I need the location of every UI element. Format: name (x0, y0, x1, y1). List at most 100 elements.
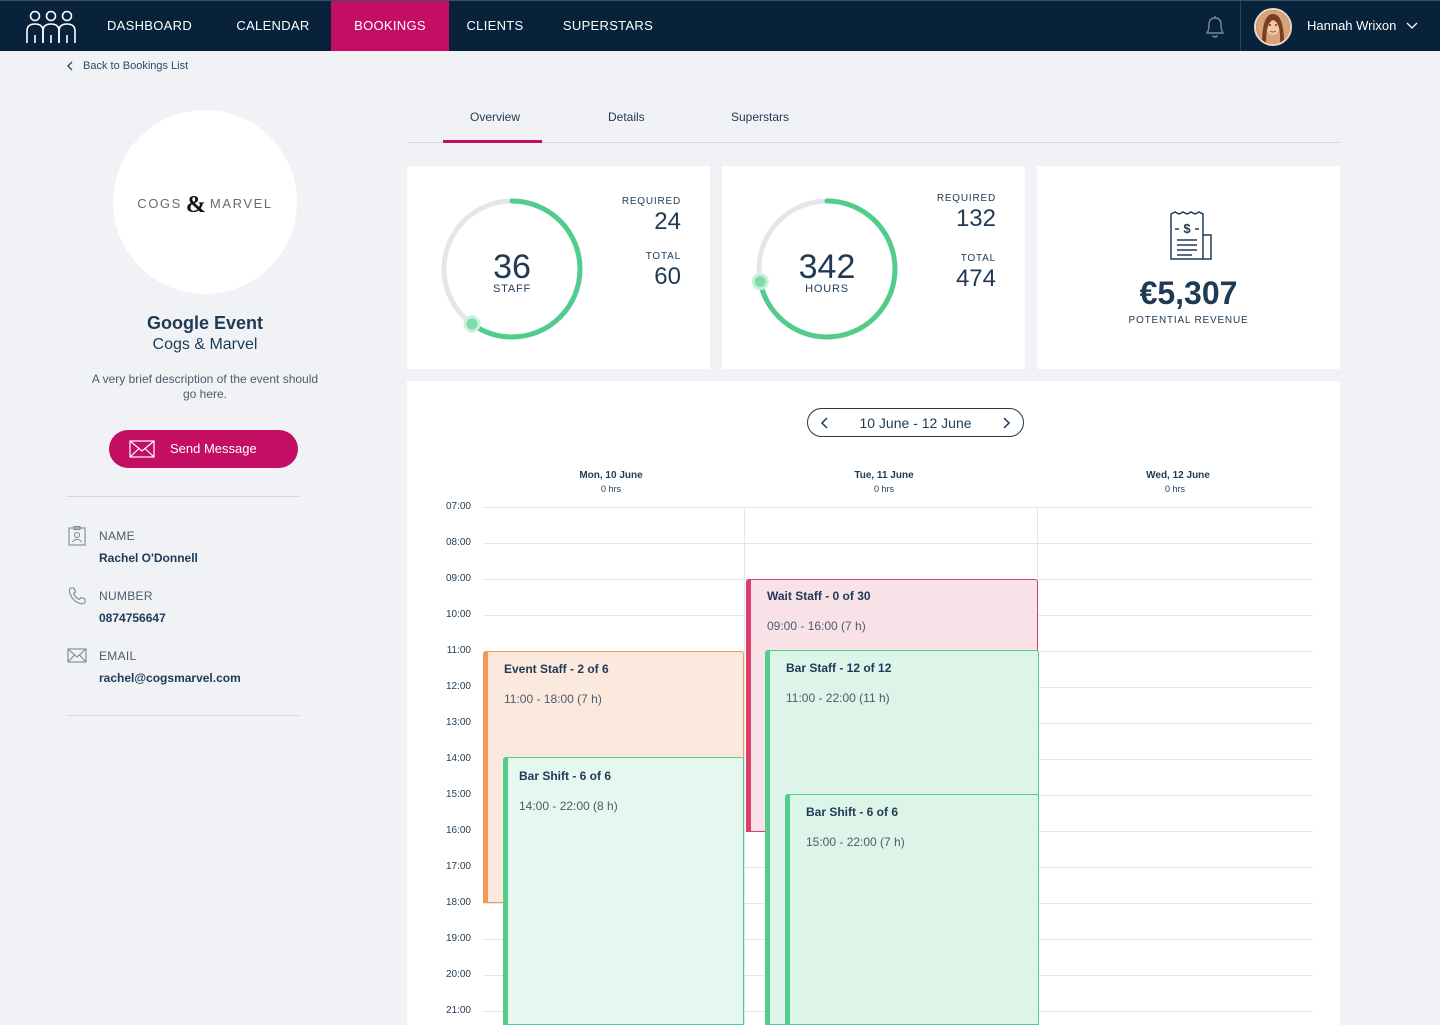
date-range-picker[interactable]: 10 June - 12 June (807, 408, 1024, 437)
hour-label: 15:00 (445, 789, 471, 800)
hour-label: 16:00 (445, 825, 471, 836)
contact-name-value: Rachel O'Donnell (99, 551, 198, 565)
divider (67, 715, 299, 716)
staff-total-value: 60 (654, 263, 681, 290)
day-hours: 0 hrs (873, 484, 894, 494)
hour-label: 11:00 (446, 645, 471, 656)
chevron-right-icon[interactable] (999, 416, 1013, 430)
staff-stat-card: 36 STAFF REQUIRED 24 TOTAL 60 (407, 166, 710, 369)
envelope-icon (129, 440, 155, 458)
bell-icon[interactable] (1202, 13, 1228, 41)
id-badge-icon (68, 526, 86, 546)
day-header: Mon, 10 June (579, 470, 643, 481)
hours-unit-label: HOURS (805, 283, 849, 295)
tabs-divider (407, 142, 1340, 143)
grid-line (484, 543, 1313, 544)
client-logo: COGS & MARVEL (113, 110, 297, 294)
back-link-label: Back to Bookings List (83, 60, 189, 72)
avatar[interactable] (1254, 8, 1292, 46)
hours-count: 342 (798, 248, 856, 286)
shift-time: 14:00 - 22:00 (8 h) (519, 799, 618, 813)
top-nav: DASHBOARD CALENDAR BOOKINGS CLIENTS SUPE… (0, 0, 1440, 51)
calendar-panel: 10 June - 12 June Mon, 10 June 0 hrs Tue… (407, 381, 1340, 1025)
hour-label: 19:00 (445, 933, 471, 944)
day-header: Wed, 12 June (1146, 470, 1210, 481)
nav-bookings[interactable]: BOOKINGS (331, 1, 449, 51)
hours-required-label: REQUIRED (936, 193, 996, 204)
active-tab-indicator (443, 140, 542, 143)
nav-dashboard[interactable]: DASHBOARD (106, 18, 193, 33)
send-message-label: Send Message (170, 441, 257, 456)
client-logo-amp: & (185, 192, 206, 218)
day-hours: 0 hrs (600, 484, 621, 494)
staff-total-label: TOTAL (645, 251, 681, 262)
nav-clients[interactable]: CLIENTS (466, 18, 524, 33)
client-logo-left: COGS (137, 196, 182, 211)
shift-time: 09:00 - 16:00 (7 h) (767, 619, 866, 633)
staff-progress-ring (441, 198, 583, 340)
shift-time: 11:00 - 18:00 (7 h) (504, 692, 602, 706)
back-to-bookings-link[interactable]: Back to Bookings List (66, 60, 188, 72)
contact-number-label: NUMBER (99, 589, 153, 603)
tab-overview[interactable]: Overview (470, 110, 521, 124)
svg-text:$: $ (1183, 221, 1191, 236)
staff-count: 36 (493, 248, 531, 286)
shift-block[interactable]: Bar Shift - 6 of 6 14:00 - 22:00 (8 h) (503, 757, 744, 1025)
shift-time: 15:00 - 22:00 (7 h) (806, 835, 905, 849)
day-hours: 0 hrs (1164, 484, 1185, 494)
event-title: Google Event (146, 313, 263, 333)
email-icon (67, 648, 87, 663)
hour-label: 09:00 (445, 573, 471, 584)
staff-unit-label: STAFF (492, 283, 531, 295)
hour-label: 10:00 (445, 609, 471, 620)
grid-line (484, 507, 1313, 508)
chevron-down-icon[interactable] (1406, 22, 1418, 30)
contact-number-value: 0874756647 (99, 611, 166, 625)
hour-label: 21:00 (445, 1005, 471, 1016)
hours-progress-ring (752, 198, 898, 340)
revenue-value: €5,307 (1139, 275, 1238, 311)
hour-label: 17:00 (445, 861, 471, 872)
hours-total-label: TOTAL (960, 253, 996, 264)
staff-required-value: 24 (654, 208, 681, 235)
nav-calendar[interactable]: CALENDAR (236, 18, 310, 33)
contact-name-label: NAME (99, 529, 135, 543)
tab-details[interactable]: Details (608, 110, 645, 124)
hour-label: 18:00 (445, 897, 471, 908)
revenue-label: POTENTIAL REVENUE (1128, 315, 1249, 326)
team-logo-icon[interactable] (24, 9, 78, 45)
send-message-button[interactable]: Send Message (109, 430, 298, 468)
event-client-name: Cogs & Marvel (152, 336, 258, 353)
receipt-icon: $ (1170, 211, 1212, 260)
phone-icon (68, 587, 86, 605)
shift-title: Bar Staff - 12 of 12 (786, 661, 892, 675)
shift-block[interactable]: Bar Shift - 6 of 6 15:00 - 22:00 (7 h) (785, 794, 1039, 1025)
divider (67, 496, 299, 497)
chevron-left-icon[interactable] (818, 416, 832, 430)
hour-label: 20:00 (445, 969, 471, 980)
contact-email-label: EMAIL (99, 649, 137, 663)
nav-superstars[interactable]: SUPERSTARS (562, 18, 654, 33)
contact-email-value[interactable]: rachel@cogsmarvel.com (99, 671, 241, 685)
client-logo-right: MARVEL (209, 196, 273, 211)
shift-time: 11:00 - 22:00 (11 h) (786, 691, 890, 705)
user-name[interactable]: Hannah Wrixon (1307, 18, 1397, 33)
hour-label: 08:00 (445, 537, 471, 548)
chevron-left-icon (67, 61, 73, 71)
hour-label: 07:00 (445, 501, 471, 512)
revenue-stat-card: $ €5,307 POTENTIAL REVENUE (1037, 166, 1340, 369)
event-description: A very brief description of the event sh… (91, 372, 319, 401)
tab-superstars[interactable]: Superstars (731, 110, 790, 124)
shift-title: Event Staff - 2 of 6 (504, 662, 609, 676)
hours-stat-card: 342 HOURS REQUIRED 132 TOTAL 474 (722, 166, 1025, 369)
hour-label: 12:00 (445, 681, 471, 692)
hour-label: 14:00 (445, 753, 471, 764)
shift-title: Bar Shift - 6 of 6 (519, 769, 612, 783)
day-header: Tue, 11 June (854, 470, 914, 481)
staff-required-label: REQUIRED (621, 196, 681, 207)
hour-label: 13:00 (445, 717, 471, 728)
hours-required-value: 132 (955, 205, 996, 232)
nav-divider (1240, 1, 1241, 51)
date-range-label: 10 June - 12 June (859, 415, 972, 431)
shift-title: Wait Staff - 0 of 30 (767, 589, 871, 603)
